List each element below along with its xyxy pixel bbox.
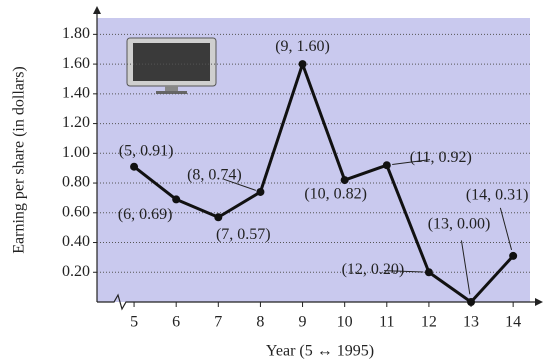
x-tick-label: 11 <box>379 314 394 331</box>
x-tick-label: 7 <box>214 314 222 331</box>
data-label: (9, 1.60) <box>275 38 330 55</box>
data-point <box>256 187 265 196</box>
x-tick-label: 14 <box>505 314 521 331</box>
y-tick-label: 0.80 <box>62 174 90 191</box>
data-label: (5, 0.91) <box>119 142 174 159</box>
x-axis-arrow <box>535 298 543 306</box>
leader-line <box>223 178 256 191</box>
leader-line <box>499 207 513 251</box>
data-point <box>340 176 349 185</box>
y-tick-label: 1.20 <box>62 114 90 131</box>
data-point <box>130 162 139 171</box>
data-label: (6, 0.69) <box>118 206 173 223</box>
data-label: (7, 0.57) <box>216 226 271 243</box>
tv-icon <box>126 37 217 94</box>
data-point <box>298 60 307 69</box>
x-axis-label: Year (5 ↔ 1995) <box>266 343 374 360</box>
x-tick-label: 5 <box>130 314 138 331</box>
y-axis-label: Earning per share (in dollars) <box>11 66 28 253</box>
data-label: (11, 0.92) <box>410 149 472 166</box>
data-label: (13, 0.00) <box>428 216 491 233</box>
x-axis <box>97 293 537 311</box>
data-point <box>424 268 433 277</box>
x-tick-label: 12 <box>421 314 437 331</box>
y-tick-label: 1.00 <box>62 144 90 161</box>
y-tick-label: 1.40 <box>62 85 90 102</box>
x-tick-label: 8 <box>256 314 264 331</box>
data-point <box>214 213 223 222</box>
series-line <box>133 62 515 304</box>
data-label: (12, 0.20) <box>342 261 405 278</box>
y-tick-label: 0.60 <box>62 203 90 220</box>
y-tick-label: 0.20 <box>62 263 90 280</box>
data-point <box>382 161 391 170</box>
leader-line <box>460 240 471 295</box>
y-tick-label: 1.60 <box>62 55 90 72</box>
y-tick-label: 0.40 <box>62 233 90 250</box>
leader-line <box>384 270 424 273</box>
x-tick-label: 13 <box>463 314 479 331</box>
data-label: (10, 0.82) <box>304 186 367 203</box>
data-point <box>509 251 518 260</box>
x-tick-label: 6 <box>172 314 180 331</box>
data-label: (14, 0.31) <box>466 187 529 204</box>
data-label: (8, 0.74) <box>187 167 242 184</box>
x-tick-label: 10 <box>337 314 353 331</box>
data-point <box>467 298 476 306</box>
x-tick-label: 9 <box>299 314 307 331</box>
data-point <box>172 195 181 204</box>
y-axis-arrow <box>93 6 101 14</box>
y-tick-label: 1.80 <box>62 25 90 42</box>
leader-line <box>392 159 431 166</box>
